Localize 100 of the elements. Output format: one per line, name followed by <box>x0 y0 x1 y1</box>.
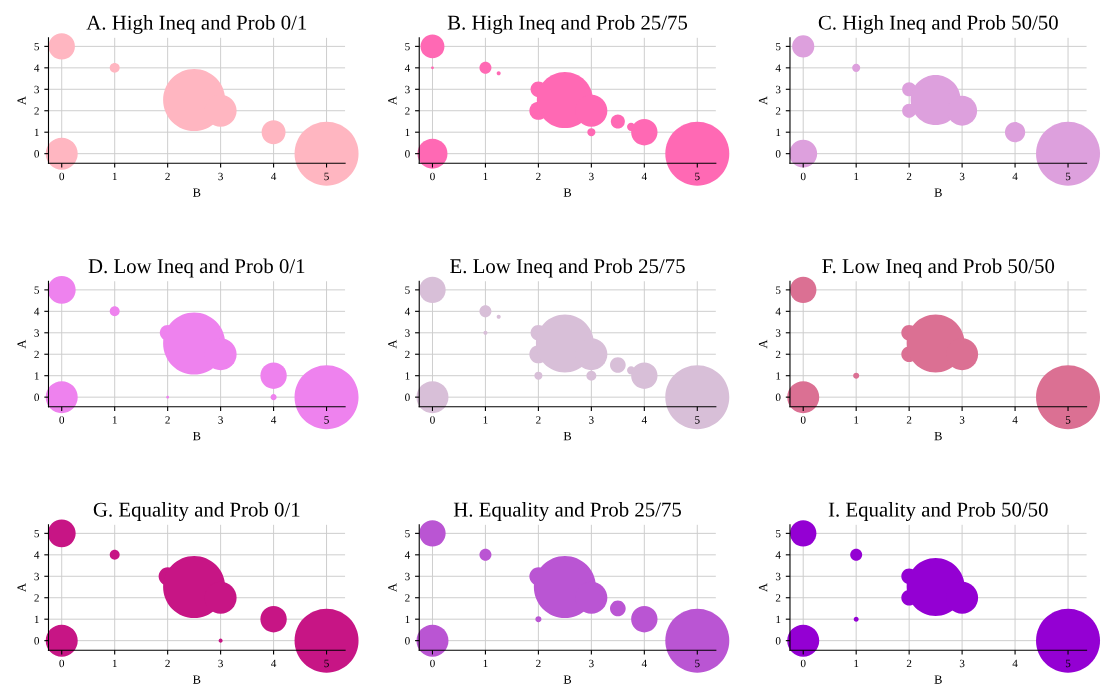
y-tick-label: 4 <box>775 551 781 559</box>
y-tick-label: 4 <box>34 64 40 72</box>
x-axis-title: B <box>934 188 942 197</box>
x-tick-label: 0 <box>59 416 65 424</box>
x-tick-label: 5 <box>695 172 700 181</box>
x-tick-label: 4 <box>1012 172 1018 181</box>
y-tick-label: 1 <box>34 372 39 380</box>
y-tick-label: 4 <box>34 551 40 559</box>
y-tick-label: 4 <box>404 551 411 559</box>
x-tick-label: 2 <box>906 172 912 181</box>
y-tick-label: 2 <box>34 107 39 115</box>
x-tick-label: 5 <box>695 659 700 668</box>
y-tick-label: 2 <box>405 594 410 602</box>
x-tick-label: 1 <box>112 659 117 668</box>
y-tick-label: 1 <box>405 128 410 137</box>
x-tick-label: 5 <box>1065 416 1071 424</box>
x-tick-label: 5 <box>324 172 329 181</box>
y-tick-label: 1 <box>776 128 781 137</box>
x-tick-label: 5 <box>1065 172 1071 181</box>
y-tick-label: 5 <box>776 286 781 294</box>
x-axis-title: B <box>563 675 572 684</box>
x-tick-label: 1 <box>854 416 859 424</box>
x-tick-label: 5 <box>324 659 329 668</box>
x-tick-label: 2 <box>165 416 170 424</box>
x-tick-label: 2 <box>165 659 170 668</box>
x-tick-label: 0 <box>800 416 806 424</box>
x-tick-label: 1 <box>483 416 488 424</box>
x-tick-label: 4 <box>271 172 277 181</box>
x-tick-label: 4 <box>1012 659 1018 668</box>
y-tick-label: 5 <box>405 42 410 51</box>
x-tick-label: 1 <box>112 172 117 181</box>
x-tick-label: 4 <box>641 416 647 424</box>
x-tick-label: 3 <box>589 172 594 181</box>
chart-title: C. High Ineq and Prob 50/50 <box>818 15 1058 34</box>
y-tick-label: 3 <box>34 572 40 581</box>
y-tick-label: 0 <box>34 150 40 158</box>
x-tick-label: 2 <box>536 416 541 424</box>
chart-title: E. Low Ineq and Prob 25/75 <box>450 258 685 278</box>
y-tick-label: 0 <box>775 150 781 158</box>
x-tick-label: 5 <box>324 416 329 424</box>
y-tick-label: 1 <box>34 615 39 624</box>
y-tick-label: 1 <box>405 615 410 624</box>
y-tick-label: 1 <box>776 615 781 624</box>
x-tick-label: 3 <box>218 416 223 424</box>
y-tick-label: 2 <box>775 107 781 115</box>
y-tick-label: 3 <box>775 85 781 94</box>
y-tick-label: 2 <box>775 350 781 359</box>
y-tick-label: 1 <box>34 128 39 137</box>
y-tick-label: 0 <box>34 637 40 645</box>
y-tick-label: 3 <box>775 329 781 337</box>
x-tick-label: 2 <box>536 659 541 668</box>
y-axis-title: A <box>17 339 26 349</box>
y-tick-label: 1 <box>776 372 781 380</box>
y-tick-label: 5 <box>34 529 40 538</box>
x-tick-label: 1 <box>483 659 488 668</box>
x-tick-label: 1 <box>854 172 859 181</box>
y-axis-title: A <box>17 583 26 592</box>
x-tick-label: 2 <box>906 416 912 424</box>
y-tick-label: 0 <box>405 637 410 645</box>
y-tick-label: 3 <box>405 572 410 581</box>
x-tick-label: 3 <box>589 659 594 668</box>
x-tick-label: 0 <box>430 416 435 424</box>
y-tick-label: 0 <box>34 393 40 402</box>
y-tick-label: 0 <box>775 637 781 645</box>
y-tick-label: 2 <box>34 350 39 359</box>
x-axis-title: B <box>192 675 201 684</box>
y-tick-label: 2 <box>775 594 781 602</box>
y-tick-label: 2 <box>405 107 410 115</box>
x-tick-label: 5 <box>1065 659 1071 668</box>
y-tick-label: 5 <box>34 42 40 51</box>
y-tick-label: 3 <box>34 85 40 94</box>
x-axis-title: B <box>563 188 572 197</box>
x-axis-title: B <box>192 431 201 441</box>
y-axis-title: A <box>758 339 768 349</box>
x-axis-title: B <box>934 675 942 684</box>
x-axis-title: B <box>192 188 201 197</box>
y-axis-title: A <box>388 583 397 592</box>
x-tick-label: 0 <box>430 172 435 181</box>
x-tick-label: 1 <box>854 659 859 668</box>
chart-title: A. High Ineq and Prob 0/1 <box>86 15 307 34</box>
x-tick-label: 0 <box>800 659 806 668</box>
y-tick-label: 0 <box>405 150 410 158</box>
x-tick-label: 1 <box>112 416 117 424</box>
x-tick-label: 0 <box>59 659 65 668</box>
y-tick-label: 0 <box>775 393 781 402</box>
x-tick-label: 1 <box>483 172 488 181</box>
x-tick-label: 4 <box>641 659 647 668</box>
x-tick-label: 3 <box>959 172 965 181</box>
y-axis-title: A <box>758 96 768 105</box>
y-tick-label: 0 <box>405 393 410 402</box>
x-tick-label: 2 <box>165 172 170 181</box>
y-tick-label: 4 <box>404 64 411 72</box>
y-tick-label: 3 <box>405 85 410 94</box>
y-tick-label: 5 <box>405 529 410 538</box>
y-tick-label: 4 <box>775 307 781 316</box>
y-tick-label: 4 <box>34 307 40 316</box>
y-tick-label: 5 <box>776 529 781 538</box>
x-tick-label: 3 <box>959 416 965 424</box>
x-tick-label: 2 <box>906 659 912 668</box>
x-tick-label: 2 <box>536 172 541 181</box>
